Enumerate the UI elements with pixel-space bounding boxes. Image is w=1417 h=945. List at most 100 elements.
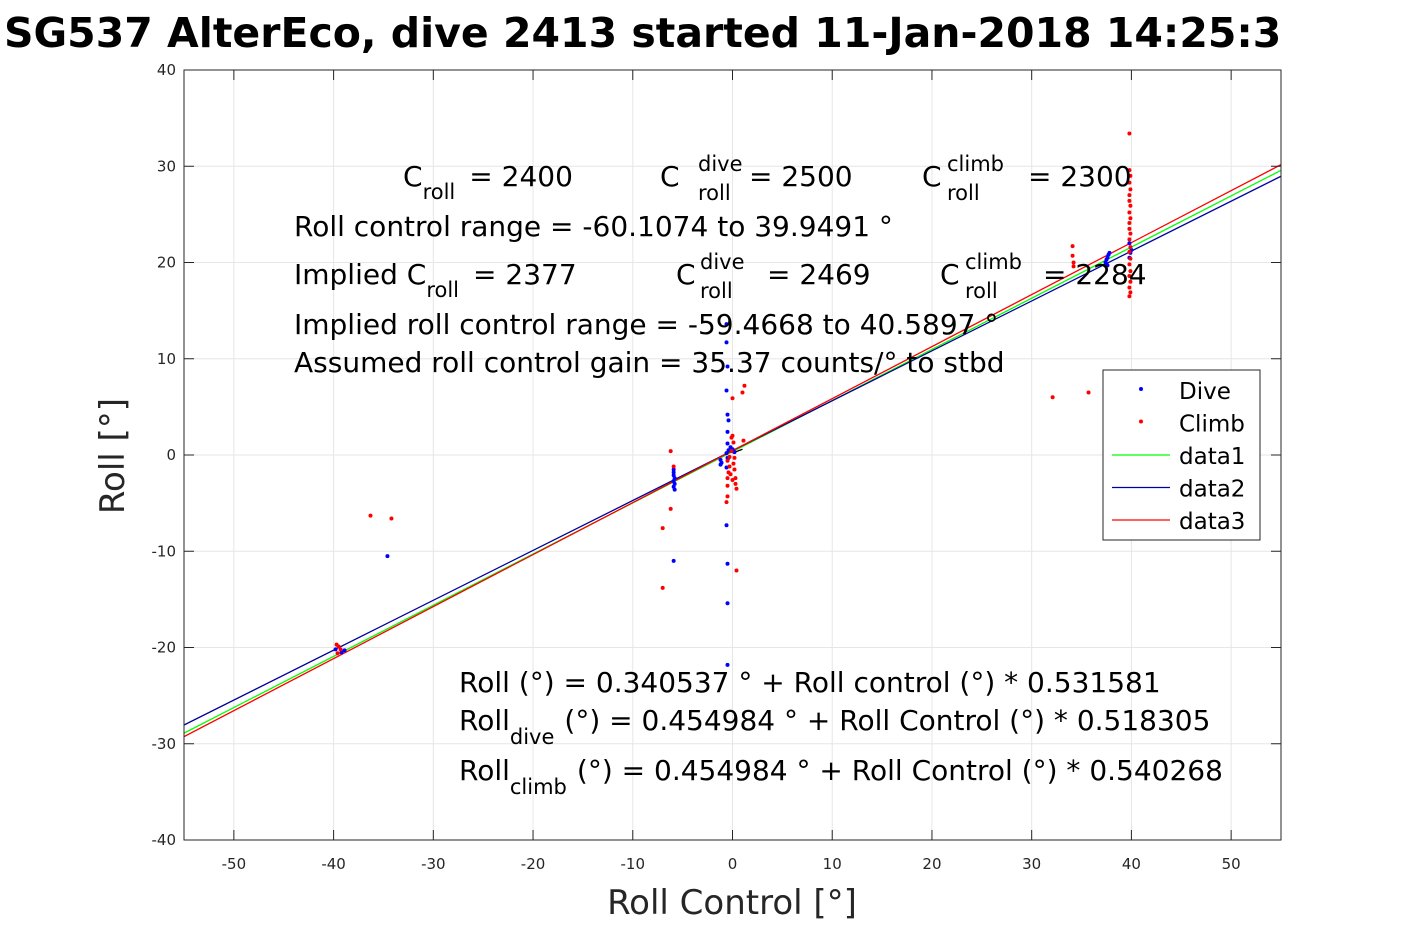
data-points	[333, 131, 1134, 667]
point-climb	[336, 644, 341, 649]
point-dive	[724, 322, 729, 327]
legend-marker-climb	[1139, 419, 1143, 424]
svg-text:dive: dive	[698, 152, 743, 176]
point-climb	[1127, 249, 1132, 254]
point-climb	[725, 483, 730, 488]
point-dive	[1127, 241, 1132, 246]
point-climb	[671, 464, 676, 469]
legend-label-data1: data1	[1179, 444, 1245, 470]
point-climb	[1086, 390, 1091, 395]
point-climb	[1128, 216, 1133, 221]
annotation-c-roll-dive: C dive roll = 2500	[660, 152, 853, 205]
point-dive	[342, 648, 347, 653]
point-dive	[672, 487, 677, 492]
point-climb	[389, 516, 394, 521]
annotation-fit-dive: Rolldive (°) = 0.454984 ° + Roll Control …	[459, 704, 1210, 749]
point-climb	[1128, 269, 1133, 274]
svg-text:= 2469: = 2469	[767, 258, 871, 291]
svg-text:dive: dive	[700, 250, 745, 274]
svg-text:= 2500: = 2500	[749, 160, 853, 193]
point-dive	[724, 340, 729, 345]
svg-text:C: C	[660, 160, 680, 193]
annotation-fit-all: Roll (°) = 0.340537 ° + Roll control (°)…	[459, 666, 1161, 699]
point-climb	[1127, 237, 1132, 242]
legend-label-data2: data2	[1179, 477, 1245, 503]
point-climb	[730, 433, 735, 438]
point-climb	[725, 458, 730, 463]
point-climb	[1071, 264, 1076, 269]
point-climb	[1127, 285, 1132, 290]
point-climb	[660, 526, 665, 531]
y-tick-label: 30	[157, 157, 176, 175]
legend: Dive Climb data1 data2 data3	[1102, 369, 1261, 541]
point-climb	[1127, 131, 1132, 136]
point-dive	[725, 601, 730, 606]
point-climb	[727, 454, 732, 459]
annotation-c-roll-climb: C climb roll = 2300	[922, 152, 1132, 205]
point-climb	[728, 472, 733, 477]
svg-text:roll: roll	[965, 279, 998, 303]
x-tick-label: 20	[922, 855, 941, 873]
svg-text:C: C	[940, 258, 960, 291]
point-climb	[724, 500, 729, 505]
point-climb	[725, 476, 730, 481]
legend-label-data3: data3	[1179, 509, 1245, 535]
point-climb	[1128, 203, 1133, 208]
point-climb	[1127, 180, 1132, 185]
point-climb	[1127, 273, 1132, 278]
svg-text:roll: roll	[947, 181, 980, 205]
y-tick-label: -10	[152, 542, 177, 560]
point-dive	[724, 523, 729, 528]
y-tick-label: 20	[157, 254, 176, 272]
point-dive	[725, 429, 730, 434]
point-climb	[1127, 198, 1132, 203]
point-climb	[1050, 395, 1055, 400]
y-tick-label: 40	[157, 61, 176, 79]
legend-marker-dive	[1139, 387, 1143, 391]
point-climb	[734, 568, 739, 573]
point-dive	[726, 418, 731, 423]
point-climb	[729, 449, 734, 454]
point-climb	[741, 438, 746, 443]
annotation-implied-c-roll-climb: C climb roll = 2284	[940, 250, 1147, 303]
chart-title: SG537 AlterEco, dive 2413 started 11-Jan…	[4, 9, 1281, 57]
point-climb	[1128, 187, 1133, 192]
svg-text:C: C	[676, 258, 696, 291]
point-climb	[727, 464, 732, 469]
point-climb	[1070, 253, 1075, 258]
point-climb	[1128, 279, 1133, 284]
point-climb	[730, 396, 735, 401]
point-climb	[733, 476, 738, 481]
point-climb	[732, 455, 737, 460]
x-axis-label: Roll Control [°]	[607, 883, 857, 923]
point-climb	[740, 390, 745, 395]
point-climb	[660, 585, 665, 590]
axis-ticks: -50 -40 -30 -20 -10 0 10 20 30 40 50 -40 -30 -20 -10 0 1…	[152, 61, 1281, 873]
point-climb	[668, 449, 673, 454]
point-climb	[725, 494, 730, 499]
x-tick-label: -50	[222, 855, 247, 873]
x-tick-label: 0	[728, 855, 738, 873]
y-tick-label: -30	[152, 735, 177, 753]
annotation-roll-control-range: Roll control range = -60.1074 to 39.9491…	[294, 210, 893, 243]
point-climb	[1127, 168, 1132, 173]
point-dive	[671, 470, 676, 475]
point-climb	[1127, 193, 1132, 198]
x-tick-label: 50	[1222, 855, 1241, 873]
point-dive	[724, 388, 729, 393]
point-dive	[725, 561, 730, 566]
point-dive	[725, 364, 730, 369]
legend-label-climb: Climb	[1179, 412, 1245, 438]
annotation-roll-control-gain: Assumed roll control gain = 35.37 counts…	[294, 346, 1005, 379]
svg-text:roll: roll	[698, 181, 731, 205]
point-climb	[335, 651, 340, 656]
annotation-fit-climb: Rollclimb (°) = 0.454984 ° + Roll Control…	[459, 754, 1223, 799]
point-climb	[734, 486, 739, 491]
x-tick-label: -10	[621, 855, 646, 873]
legend-label-dive: Dive	[1179, 379, 1231, 405]
x-tick-label: 10	[823, 855, 842, 873]
point-climb	[733, 481, 738, 486]
point-dive	[671, 558, 676, 563]
point-climb	[1127, 221, 1132, 226]
